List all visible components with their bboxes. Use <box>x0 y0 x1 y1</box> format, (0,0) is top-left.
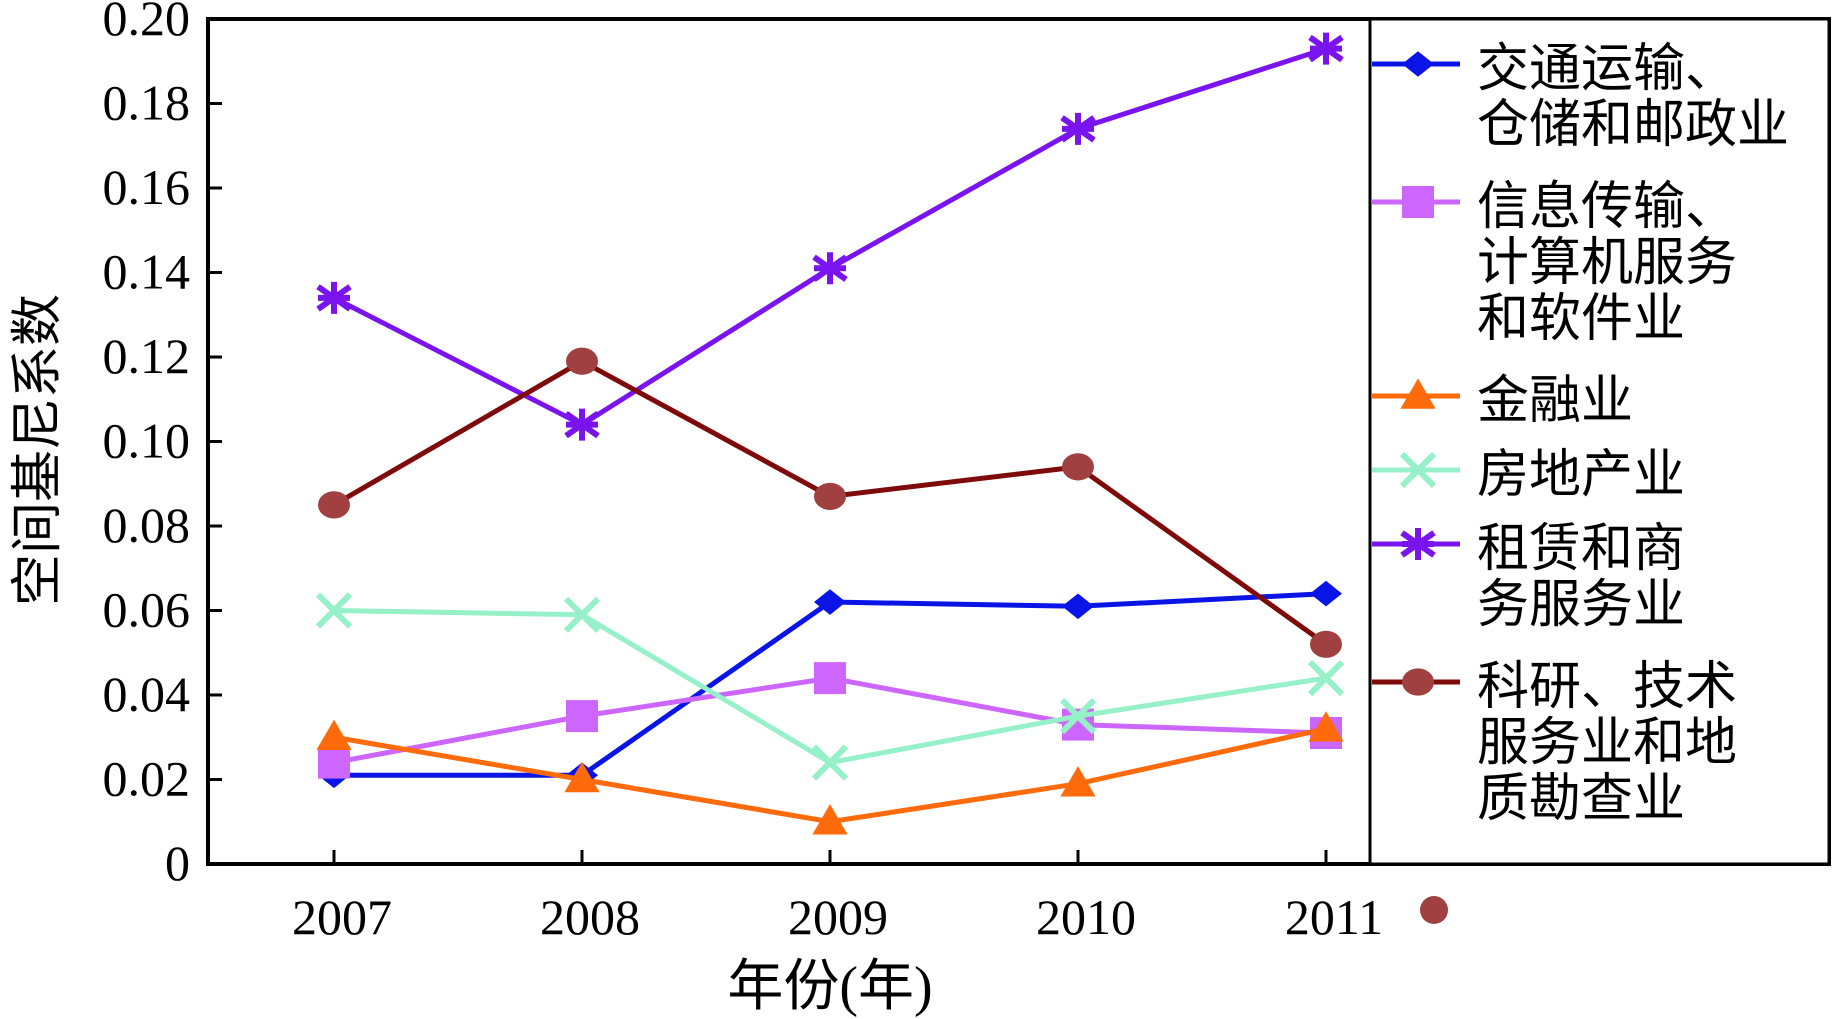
axes: 0 0.02 0.04 0.06 0.08 0.10 0.12 0.14 0.16 0.18 0.2… <box>103 0 1831 945</box>
y-tick-label: 0.20 <box>103 0 191 46</box>
legend-marker-square <box>1402 186 1434 218</box>
series-group <box>315 32 1345 835</box>
legend-label: 服务业和地 <box>1477 715 1737 772</box>
legend-label: 科研、技术 <box>1477 659 1737 716</box>
legend-label: 和软件业 <box>1477 291 1685 348</box>
data-point-triangle <box>812 804 848 835</box>
x-tick-label: 2008 <box>540 889 640 945</box>
data-point-x <box>1307 659 1345 697</box>
data-point-circle <box>1062 453 1094 481</box>
x-tick-label: 2010 <box>1036 889 1136 945</box>
legend: 交通运输、仓储和邮政业信息传输、计算机服务和软件业金融业房地产业租赁和商务服务业… <box>1368 17 1831 866</box>
data-point-x <box>563 596 601 633</box>
y-tick-label: 0.10 <box>103 413 191 469</box>
data-point-circle <box>814 482 846 511</box>
series-5 <box>318 347 1342 658</box>
x-tick-label: 2011 <box>1285 889 1383 945</box>
legend-label: 质勘查业 <box>1477 771 1685 828</box>
data-point-diamond <box>814 589 846 615</box>
y-axis-label: 空间基尼系数 <box>10 294 67 606</box>
data-point-square <box>566 700 598 733</box>
data-point-x <box>1059 698 1097 735</box>
y-tick-label: 0.12 <box>103 328 191 384</box>
legend-item: 房地产业 <box>1372 447 1685 504</box>
data-point-diamond <box>1062 593 1094 620</box>
series-line <box>332 46 1327 428</box>
y-tick-label: 0.04 <box>103 666 191 722</box>
stray-circle-marker <box>1420 896 1448 924</box>
data-point-star <box>316 281 352 314</box>
y-tick-label: 0.18 <box>103 75 191 131</box>
legend-box <box>1368 17 1831 866</box>
legend-label: 租赁和商 <box>1477 521 1685 578</box>
series-4 <box>316 32 1344 441</box>
legend-marker-star <box>1400 528 1436 560</box>
legend-label: 金融业 <box>1477 373 1633 430</box>
data-point-star <box>812 252 848 285</box>
x-tick-label: 2009 <box>788 889 888 945</box>
legend-marker-diamond <box>1402 51 1434 77</box>
legend-label: 计算机服务 <box>1477 235 1737 292</box>
data-point-circle <box>566 347 598 375</box>
y-tick-label: 0.06 <box>103 582 191 638</box>
y-tick-label: 0.02 <box>103 751 191 807</box>
data-point-triangle <box>564 761 600 793</box>
legend-marker-circle <box>1402 668 1434 696</box>
legend-marker-x <box>1399 451 1437 489</box>
legend-label: 房地产业 <box>1477 447 1685 504</box>
legend-label: 交通运输、 <box>1477 41 1737 98</box>
data-point-diamond <box>1310 580 1342 607</box>
data-point-circle <box>1310 630 1342 658</box>
series-3 <box>315 592 1345 781</box>
legend-item: 金融业 <box>1372 373 1633 430</box>
legend-label: 仓储和邮政业 <box>1477 97 1789 154</box>
data-point-square <box>318 746 350 779</box>
data-point-triangle <box>1060 766 1096 797</box>
series-2 <box>316 711 1344 835</box>
data-point-star <box>564 408 600 441</box>
y-tick-label: 0.08 <box>103 497 191 553</box>
y-tick-label: 0 <box>165 835 190 891</box>
data-point-triangle <box>1308 711 1344 742</box>
x-tick-label: 2007 <box>292 889 392 945</box>
data-point-star <box>1060 112 1096 145</box>
y-tick-label: 0.14 <box>103 244 191 300</box>
x-axis-label: 年份(年) <box>727 956 932 1018</box>
legend-label: 信息传输、 <box>1477 179 1737 236</box>
data-point-triangle <box>316 719 352 751</box>
data-point-x <box>315 592 353 629</box>
legend-marker-triangle <box>1400 378 1436 409</box>
legend-item: 交通运输、仓储和邮政业 <box>1372 41 1789 154</box>
legend-label: 务服务业 <box>1477 577 1685 634</box>
data-point-circle <box>318 491 350 519</box>
y-tick-label: 0.16 <box>103 159 191 215</box>
data-point-square <box>814 662 846 695</box>
data-point-x <box>811 744 849 781</box>
data-point-star <box>1308 32 1344 65</box>
